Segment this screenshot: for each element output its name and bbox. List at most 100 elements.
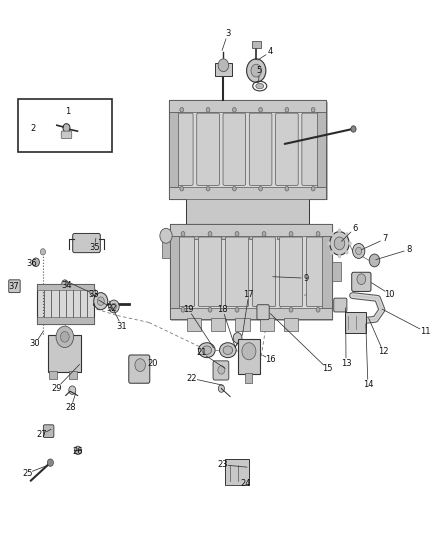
FancyBboxPatch shape	[171, 237, 194, 306]
Circle shape	[259, 187, 262, 191]
Bar	[170, 224, 332, 236]
Text: 7: 7	[383, 235, 388, 243]
Circle shape	[208, 231, 212, 236]
Text: 13: 13	[341, 359, 351, 368]
Circle shape	[289, 308, 293, 312]
Circle shape	[233, 108, 236, 112]
Circle shape	[181, 231, 185, 236]
Bar	[187, 318, 201, 330]
Circle shape	[247, 59, 266, 82]
Circle shape	[242, 343, 256, 360]
Text: 12: 12	[378, 348, 389, 356]
FancyBboxPatch shape	[276, 113, 298, 185]
Bar	[37, 317, 94, 324]
FancyBboxPatch shape	[61, 131, 72, 139]
Text: 36: 36	[26, 260, 37, 268]
Text: 5: 5	[257, 66, 262, 75]
Circle shape	[206, 187, 210, 191]
Bar	[169, 112, 178, 187]
Circle shape	[69, 386, 76, 394]
FancyBboxPatch shape	[302, 113, 325, 185]
Circle shape	[47, 459, 53, 466]
FancyBboxPatch shape	[9, 280, 20, 293]
Bar	[211, 318, 225, 330]
Circle shape	[60, 332, 69, 342]
FancyBboxPatch shape	[213, 361, 229, 380]
Bar	[225, 459, 249, 485]
Bar	[48, 335, 81, 372]
Circle shape	[180, 187, 184, 191]
Bar	[215, 63, 232, 76]
FancyBboxPatch shape	[43, 425, 54, 438]
Text: 17: 17	[244, 290, 254, 298]
Text: 1: 1	[65, 108, 71, 116]
Circle shape	[357, 274, 366, 285]
Text: 34: 34	[61, 281, 72, 289]
Bar	[169, 100, 326, 199]
Circle shape	[63, 124, 70, 132]
FancyBboxPatch shape	[170, 102, 328, 200]
Circle shape	[311, 108, 315, 112]
FancyBboxPatch shape	[226, 237, 249, 306]
Text: 2: 2	[30, 125, 35, 133]
Circle shape	[285, 187, 289, 191]
Bar	[170, 224, 332, 319]
Circle shape	[97, 297, 104, 305]
Bar	[284, 318, 298, 330]
FancyBboxPatch shape	[170, 113, 193, 185]
Text: 20: 20	[147, 359, 158, 368]
Text: 27: 27	[36, 430, 47, 439]
Bar	[49, 371, 57, 379]
Text: 25: 25	[22, 469, 32, 478]
Text: 9: 9	[304, 274, 309, 282]
Circle shape	[233, 333, 242, 343]
Ellipse shape	[256, 83, 264, 88]
Circle shape	[327, 241, 331, 246]
Circle shape	[316, 231, 320, 236]
Text: 16: 16	[265, 356, 276, 364]
Text: 26: 26	[73, 448, 83, 456]
Circle shape	[311, 187, 315, 191]
Text: 21: 21	[196, 349, 207, 357]
Ellipse shape	[219, 343, 236, 358]
Text: 35: 35	[89, 244, 99, 252]
Bar	[170, 308, 332, 319]
Bar	[221, 227, 237, 239]
Circle shape	[160, 228, 172, 243]
Circle shape	[233, 187, 236, 191]
Circle shape	[56, 326, 74, 348]
Text: 19: 19	[183, 305, 194, 313]
Text: 22: 22	[187, 374, 197, 383]
Text: 18: 18	[217, 305, 228, 313]
Circle shape	[285, 108, 289, 112]
Bar	[69, 371, 77, 379]
FancyBboxPatch shape	[73, 233, 100, 253]
Bar	[170, 236, 179, 308]
Bar	[169, 100, 326, 112]
Circle shape	[316, 308, 320, 312]
Bar	[260, 318, 274, 330]
Bar	[252, 42, 261, 48]
Circle shape	[235, 231, 239, 236]
FancyBboxPatch shape	[171, 226, 333, 321]
Text: 24: 24	[240, 480, 251, 488]
Circle shape	[40, 249, 46, 255]
Text: 8: 8	[407, 245, 412, 254]
Circle shape	[218, 366, 225, 374]
FancyBboxPatch shape	[198, 237, 222, 306]
FancyBboxPatch shape	[352, 272, 371, 292]
Circle shape	[218, 59, 229, 72]
Circle shape	[262, 231, 266, 236]
Text: 6: 6	[352, 224, 357, 232]
Bar	[332, 262, 341, 281]
Circle shape	[338, 229, 341, 233]
Circle shape	[259, 108, 262, 112]
Bar	[192, 227, 208, 239]
Bar	[37, 284, 94, 290]
Circle shape	[74, 446, 81, 455]
Bar	[322, 236, 332, 308]
Bar	[317, 112, 326, 187]
Text: 14: 14	[363, 381, 373, 389]
Bar	[37, 284, 94, 324]
Circle shape	[369, 254, 380, 267]
